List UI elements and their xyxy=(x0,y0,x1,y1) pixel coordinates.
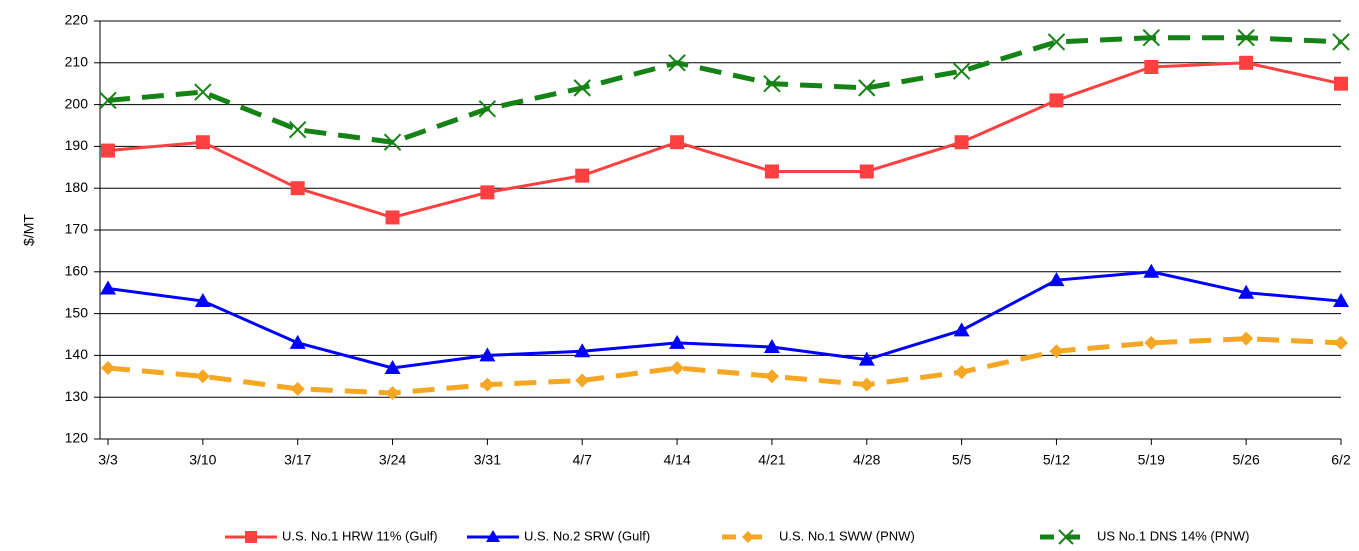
point xyxy=(1333,293,1349,308)
legend-marker xyxy=(1058,529,1074,545)
y-tick-label: 210 xyxy=(65,54,89,70)
point xyxy=(953,322,970,337)
point xyxy=(858,79,876,97)
point xyxy=(670,360,685,375)
x-tick-label: 3/3 xyxy=(98,452,118,468)
point xyxy=(1239,55,1254,70)
point xyxy=(763,339,780,354)
point xyxy=(1142,29,1161,47)
point xyxy=(954,365,969,380)
series-line xyxy=(107,270,1342,370)
point xyxy=(859,164,874,179)
point xyxy=(1238,284,1255,299)
point xyxy=(764,164,779,179)
point xyxy=(101,360,115,375)
point xyxy=(1049,344,1064,359)
y-tick-label: 120 xyxy=(65,430,89,446)
y-axis-label: $/MT xyxy=(21,214,37,246)
legend-label: U.S. No.2 SRW (Gulf) xyxy=(524,528,650,543)
point xyxy=(195,135,210,150)
x-tick-label: 5/19 xyxy=(1138,452,1165,468)
legend-label: US No.1 DNS 14% (PNW) xyxy=(1097,528,1249,543)
legend-item: U.S. No.1 HRW 11% (Gulf) xyxy=(225,528,438,543)
y-tick-label: 130 xyxy=(65,388,89,404)
x-tick-label: 4/7 xyxy=(572,452,592,468)
point xyxy=(573,79,591,97)
y-tick-label: 150 xyxy=(65,304,89,320)
x-tick-label: 3/17 xyxy=(284,452,311,468)
point xyxy=(480,377,495,392)
point xyxy=(101,143,115,158)
point xyxy=(1049,93,1064,108)
series-line xyxy=(107,35,1342,145)
point xyxy=(385,386,400,401)
point xyxy=(99,91,117,110)
x-tick-label: 3/24 xyxy=(379,452,406,468)
point xyxy=(478,100,497,118)
point xyxy=(574,343,591,358)
point xyxy=(668,54,686,72)
x-tick-label: 4/21 xyxy=(758,452,785,468)
point xyxy=(859,377,874,392)
point xyxy=(288,120,307,139)
y-tick-label: 140 xyxy=(65,346,89,362)
point xyxy=(384,359,401,374)
point xyxy=(290,381,305,396)
point xyxy=(575,373,590,388)
point xyxy=(1144,59,1159,74)
point xyxy=(575,168,590,183)
y-tick-label: 160 xyxy=(65,263,89,279)
y-tick-label: 220 xyxy=(65,12,89,28)
x-tick-label: 5/12 xyxy=(1043,452,1070,468)
legend-item: US No.1 DNS 14% (PNW) xyxy=(1040,528,1249,545)
legend-item: U.S. No.1 SWW (PNW) xyxy=(722,528,915,543)
point xyxy=(1144,335,1159,350)
x-tick-label: 5/5 xyxy=(952,452,972,468)
point xyxy=(385,210,400,225)
point xyxy=(1334,335,1348,350)
point xyxy=(858,351,875,366)
point xyxy=(479,347,496,362)
point xyxy=(290,181,305,196)
point xyxy=(669,334,686,349)
series-line xyxy=(107,61,1342,220)
point xyxy=(1048,272,1065,287)
point xyxy=(954,135,969,150)
legend-marker xyxy=(486,530,500,542)
legend-item: U.S. No.2 SRW (Gulf) xyxy=(467,528,650,543)
point xyxy=(195,369,210,384)
point xyxy=(194,83,212,101)
y-tick-label: 180 xyxy=(65,179,89,195)
legend-label: U.S. No.1 HRW 11% (Gulf) xyxy=(282,528,438,543)
point xyxy=(383,133,402,151)
point xyxy=(952,62,971,80)
point xyxy=(100,280,116,295)
point xyxy=(289,334,306,349)
point xyxy=(1239,331,1254,346)
x-tick-label: 4/28 xyxy=(853,452,880,468)
legend-marker xyxy=(245,531,257,543)
x-tick-label: 3/10 xyxy=(189,452,216,468)
point xyxy=(764,369,779,384)
x-tick-label: 6/2 xyxy=(1331,452,1351,468)
legend-marker xyxy=(742,531,754,543)
point xyxy=(194,293,211,308)
point xyxy=(1143,263,1160,278)
x-tick-label: 3/31 xyxy=(474,452,501,468)
point xyxy=(1332,33,1350,51)
x-tick-label: 4/14 xyxy=(663,452,690,468)
point xyxy=(1237,29,1255,47)
x-tick-label: 5/26 xyxy=(1233,452,1260,468)
series-line xyxy=(107,336,1342,396)
y-tick-label: 200 xyxy=(65,95,89,111)
point xyxy=(1047,33,1066,51)
y-tick-label: 170 xyxy=(65,221,89,237)
point xyxy=(763,74,781,93)
point xyxy=(480,185,495,200)
y-tick-label: 190 xyxy=(65,137,89,153)
point xyxy=(1334,76,1348,91)
point xyxy=(670,135,685,150)
legend-label: U.S. No.1 SWW (PNW) xyxy=(779,528,915,543)
